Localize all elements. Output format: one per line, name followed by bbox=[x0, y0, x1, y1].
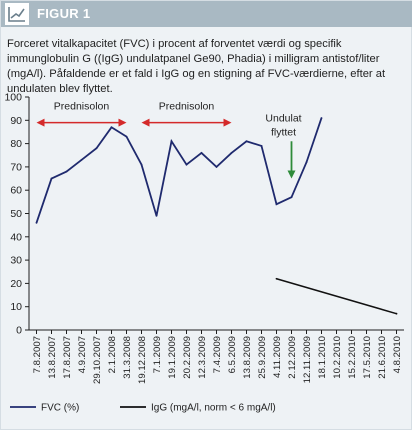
fvc-data-point bbox=[320, 117, 323, 119]
arrowhead-left-icon bbox=[141, 118, 150, 127]
x-tick-label: 4.9.2007 bbox=[77, 336, 88, 373]
x-tick-label: 12.11.2009 bbox=[302, 336, 313, 383]
axes bbox=[28, 97, 404, 331]
line-chart-icon bbox=[5, 3, 29, 25]
x-tick-label: 7.1.2009 bbox=[152, 336, 163, 373]
x-tick-label: 29.10.2007 bbox=[92, 336, 103, 384]
fvc-data-point bbox=[200, 152, 203, 154]
prednisolon-label: Prednisolon bbox=[159, 101, 215, 113]
x-tick-label: 15.2.2010 bbox=[347, 336, 358, 379]
figure-caption: Forceret vitalkapacitet (FVC) i procent … bbox=[7, 38, 386, 95]
igg-legend-label: IgG (mgA/l, norm < 6 mgA/l) bbox=[151, 403, 276, 414]
y-tick-label: 60 bbox=[10, 185, 22, 197]
fvc-data-point bbox=[125, 135, 128, 138]
figure-header: FIGUR 1 bbox=[1, 1, 412, 27]
y-tick-label: 40 bbox=[10, 231, 22, 243]
x-tick-label: 12.3.2009 bbox=[197, 336, 208, 379]
x-tick-label: 17.5.2010 bbox=[362, 336, 373, 379]
arrowhead-right-icon bbox=[118, 118, 127, 127]
fvc-series-line bbox=[35, 117, 323, 224]
fvc-data-point bbox=[80, 159, 83, 161]
fvc-data-point bbox=[185, 163, 188, 166]
prednisolon-label: Prednisolon bbox=[54, 101, 110, 113]
fvc-data-point bbox=[140, 163, 143, 166]
figure-label: FIGUR 1 bbox=[37, 6, 91, 21]
fvc-data-point bbox=[290, 196, 293, 199]
fvc-data-point bbox=[65, 170, 68, 173]
y-tick-label: 10 bbox=[10, 301, 22, 313]
x-tick-label: 31.3.2008 bbox=[122, 336, 133, 379]
fvc-data-point bbox=[155, 214, 158, 217]
y-axis-ticks: 0 10 20 30 40 50 60 70 80 90 100 bbox=[4, 92, 29, 337]
arrowhead-left-icon bbox=[36, 118, 45, 127]
legend: FVC (%) IgG (mgA/l, norm < 6 mgA/l) bbox=[10, 403, 276, 414]
fvc-data-point bbox=[260, 145, 263, 147]
x-tick-label: 7.4.2009 bbox=[212, 336, 223, 373]
y-tick-label: 80 bbox=[10, 138, 22, 150]
annotation-layer: Prednisolon Prednisolon Undulat flyttet bbox=[36, 101, 302, 179]
fvc-data-point bbox=[305, 161, 308, 164]
x-tick-label: 25.9.2009 bbox=[257, 336, 268, 379]
arrowhead-right-icon bbox=[223, 118, 232, 127]
fvc-data-point bbox=[230, 152, 233, 154]
y-tick-label: 30 bbox=[10, 255, 22, 267]
x-tick-label: 4.8.2010 bbox=[392, 336, 403, 373]
y-tick-label: 20 bbox=[10, 278, 22, 290]
x-tick-label: 2.1.2008 bbox=[107, 336, 118, 373]
x-axis-ticks: 7.8.2007 13.8.2007 17.8.2007 4.9.2007 29.10.… bbox=[32, 330, 403, 384]
x-tick-label: 18.1.2010 bbox=[317, 336, 328, 379]
undulat-label-line1: Undulat bbox=[265, 112, 301, 124]
y-tick-label: 90 bbox=[10, 115, 22, 127]
x-tick-label: 21.6.2010 bbox=[377, 336, 388, 379]
x-tick-label: 19.1.2009 bbox=[167, 336, 178, 379]
igg-series-line bbox=[276, 278, 397, 315]
x-tick-label: 4.11.2009 bbox=[272, 336, 283, 378]
x-tick-label: 13.8.2009 bbox=[242, 336, 253, 379]
y-tick-label: 50 bbox=[10, 208, 22, 220]
igg-data-point bbox=[275, 277, 278, 280]
fvc-data-point bbox=[110, 126, 113, 129]
fvc-legend-label: FVC (%) bbox=[41, 403, 79, 414]
y-tick-label: 100 bbox=[4, 92, 22, 104]
series-layer bbox=[35, 117, 398, 315]
undulat-label-line2: flyttet bbox=[271, 126, 296, 138]
fvc-data-point bbox=[50, 177, 53, 180]
x-tick-label: 20.2.2009 bbox=[182, 336, 193, 379]
x-tick-label: 19.12.2008 bbox=[137, 336, 148, 384]
x-tick-label: 6.5.2009 bbox=[227, 336, 238, 373]
arrow-down-icon bbox=[287, 170, 296, 179]
x-tick-label: 10.2.2010 bbox=[332, 336, 343, 379]
igg-data-point bbox=[395, 312, 398, 315]
x-tick-label: 7.8.2007 bbox=[32, 336, 43, 373]
x-tick-label: 2.12.2009 bbox=[287, 336, 298, 379]
fvc-data-point bbox=[245, 140, 248, 143]
fvc-data-point bbox=[215, 166, 218, 168]
x-tick-label: 13.8.2007 bbox=[47, 336, 58, 379]
fvc-data-point bbox=[35, 221, 38, 224]
y-tick-label: 0 bbox=[16, 325, 22, 337]
y-tick-label: 70 bbox=[10, 161, 22, 173]
x-tick-label: 17.8.2007 bbox=[62, 336, 73, 379]
fvc-data-point bbox=[170, 140, 173, 143]
fvc-data-point bbox=[275, 203, 278, 206]
fvc-data-point bbox=[95, 147, 98, 150]
